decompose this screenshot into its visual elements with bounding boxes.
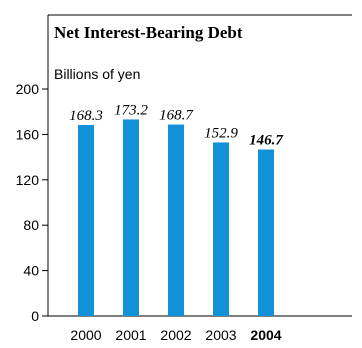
x-tick-label-2001: 2001 xyxy=(115,327,146,343)
value-label-2003: 152.9 xyxy=(204,125,238,141)
value-label-2001: 173.2 xyxy=(114,102,148,118)
value-label-2004: 146.7 xyxy=(249,132,283,148)
y-axis-ticks: 0 40 80 120 160 200 xyxy=(16,81,48,324)
bar-2001 xyxy=(123,119,139,316)
y-tick-label: 40 xyxy=(23,263,39,279)
y-tick-label: 0 xyxy=(31,308,39,324)
x-tick-label-2000: 2000 xyxy=(70,327,101,343)
x-tick-label-2002: 2002 xyxy=(160,327,191,343)
bar-2000 xyxy=(78,124,94,317)
chart-title: Net Interest-Bearing Debt xyxy=(54,23,243,42)
x-tick-label-2003: 2003 xyxy=(205,327,236,343)
y-tick-label: 80 xyxy=(23,217,39,233)
value-labels: 168.3 173.2 168.7 152.9 146.7 xyxy=(69,102,283,148)
bars xyxy=(78,119,274,317)
y-tick-label: 120 xyxy=(16,172,40,188)
value-label-2002: 168.7 xyxy=(159,108,194,124)
bar-2003 xyxy=(213,142,229,316)
bar-2004 xyxy=(258,149,274,316)
value-label-2000: 168.3 xyxy=(69,108,103,124)
bar-2002 xyxy=(168,124,184,316)
y-tick-label: 200 xyxy=(16,81,40,97)
y-tick-label: 160 xyxy=(16,126,40,142)
x-tick-label-2004: 2004 xyxy=(250,327,281,343)
unit-label: Billions of yen xyxy=(54,66,140,82)
x-axis-ticks: 2000 2001 2002 2003 2004 xyxy=(70,327,281,343)
